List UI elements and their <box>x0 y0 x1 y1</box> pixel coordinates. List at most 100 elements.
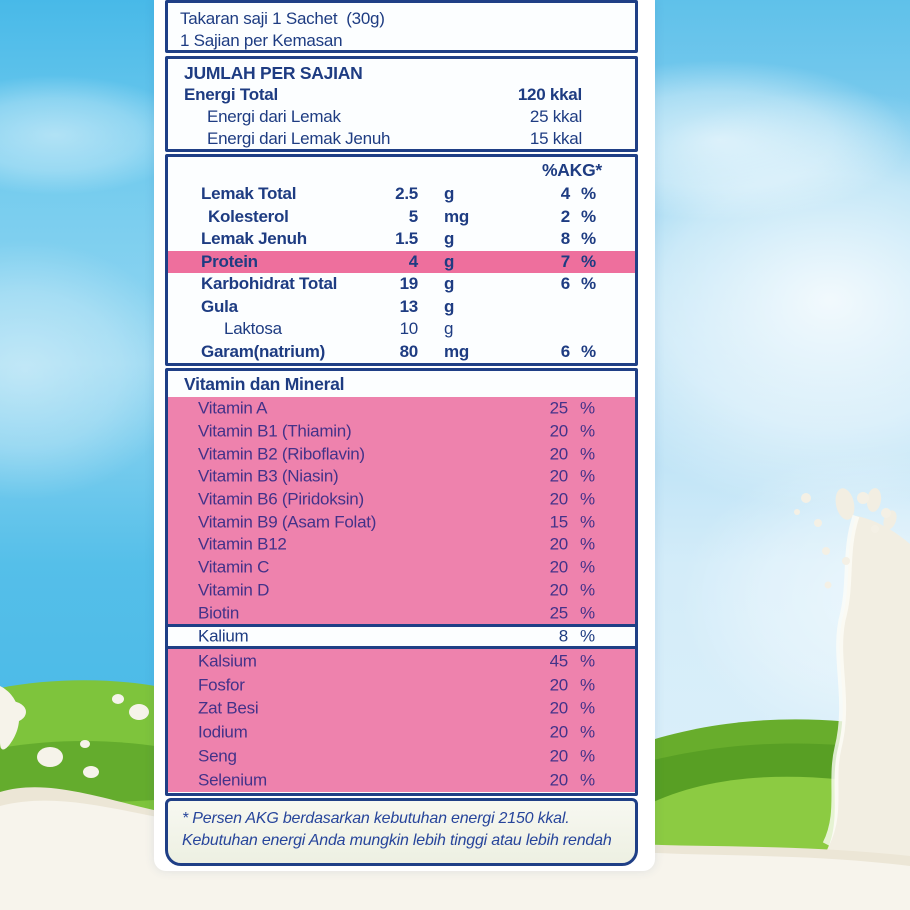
percent-sign: % <box>580 557 595 577</box>
vitamin-mineral-row: Vitamin D 20% <box>168 579 635 602</box>
vitamin-mineral-row: Selenium 20% <box>168 768 635 792</box>
akg-column-header: %AKG* <box>541 160 602 180</box>
amount-per-serving-header: JUMLAH PER SAJIAN <box>184 63 363 83</box>
nutrition-panel: Takaran saji 1 Sachet (30g) 1 Sajian per… <box>154 0 655 871</box>
percent-sign: % <box>581 229 596 248</box>
vitamin-mineral-row: Kalsium 45% <box>168 649 635 673</box>
percent-sign: % <box>581 274 596 293</box>
vm-label: Vitamin B9 (Asam Folat) <box>198 512 377 532</box>
energy-label: Energi dari Lemak Jenuh <box>207 129 391 148</box>
vm-value: 20 <box>549 444 569 464</box>
nutrient-amount: 2.5 <box>395 184 418 203</box>
nutrient-label: Lemak Jenuh <box>201 229 307 248</box>
nutrient-unit: mg <box>444 341 469 361</box>
macronutrients-box: %AKG* Lemak Total 2.5 g 4% Kolesterol 5 mg 2% Le… <box>165 154 638 366</box>
milk-droplets <box>794 492 891 589</box>
percent-sign: % <box>580 580 595 600</box>
nutrient-label: Garam(natrium) <box>201 341 326 361</box>
vm-label: Zat Besi <box>198 698 259 718</box>
nutrient-akg-value: 2 <box>560 206 570 226</box>
divider-rule <box>168 646 635 649</box>
nutrient-amount: 5 <box>408 206 418 226</box>
percent-sign: % <box>581 341 596 361</box>
vm-label: Kalsium <box>198 651 257 671</box>
energy-value: 15 kkal <box>529 129 582 148</box>
nutrient-row: Protein 4 g 7% <box>168 250 635 273</box>
nutrient-label: Lemak Total <box>201 184 297 203</box>
nutrient-unit: g <box>444 229 455 248</box>
nutrient-akg-value: 7 <box>560 251 570 271</box>
vitamin-mineral-row: Iodium 20% <box>168 720 635 744</box>
vm-label: Selenium <box>198 770 267 790</box>
mineral-rows-block: Kalsium 45% Fosfor 20% Zat Besi 20% Iodium 20% S… <box>168 649 635 792</box>
energy-row: Energi dari Lemak 25 kkal <box>168 106 635 128</box>
percent-sign: % <box>580 512 595 532</box>
serving-size-line: Takaran saji 1 Sachet (30g) <box>180 9 385 28</box>
percent-sign: % <box>581 184 596 203</box>
vm-value: 20 <box>549 722 569 742</box>
vm-label: Biotin <box>198 603 240 623</box>
nutrient-row: Karbohidrat Total 19 g 6% <box>168 273 635 296</box>
nutrient-akg-value: 6 <box>560 341 570 361</box>
divider-rule <box>168 624 635 627</box>
nutrient-unit: g <box>444 274 455 293</box>
vm-value: 20 <box>549 675 569 695</box>
percent-sign: % <box>580 421 595 441</box>
vitamin-mineral-row: Kalium 8% <box>168 626 635 646</box>
nutrient-unit: g <box>444 184 455 203</box>
nutrient-unit: g <box>444 296 455 316</box>
vm-value: 20 <box>549 746 569 766</box>
energy-box: JUMLAH PER SAJIAN Energi Total 120 kkal En… <box>165 56 638 152</box>
footnote-line: Kebutuhan energi Anda mungkin lebih ting… <box>182 832 612 849</box>
nutrient-amount: 1.5 <box>395 229 418 248</box>
vitamins-minerals-header: Vitamin dan Mineral <box>184 374 345 394</box>
vm-value: 25 <box>549 603 569 623</box>
cloud <box>0 240 185 500</box>
vm-label: Iodium <box>198 722 248 742</box>
nutrient-amount: 19 <box>399 274 419 293</box>
energy-row: Energi dari Lemak Jenuh 15 kkal <box>168 128 635 150</box>
vitamin-mineral-row: Vitamin B1 (Thiamin) 20% <box>168 420 635 443</box>
vitamin-mineral-row: Seng 20% <box>168 744 635 768</box>
vitamin-mineral-row: Fosfor 20% <box>168 673 635 697</box>
vitamins-minerals-box: Vitamin dan Mineral Vitamin A 25% Vitamin … <box>165 368 638 796</box>
percent-sign: % <box>580 603 595 623</box>
percent-sign: % <box>581 251 596 271</box>
vm-label: Kalium <box>198 626 249 646</box>
vitamin-mineral-row: Biotin 25% <box>168 601 635 624</box>
vm-value: 20 <box>549 489 569 509</box>
vm-label: Vitamin B6 (Piridoksin) <box>198 489 364 509</box>
vitamin-mineral-row: Vitamin A 25% <box>168 397 635 420</box>
nutrient-row: Garam(natrium) 80 mg 6% <box>168 341 635 364</box>
vm-value: 20 <box>549 421 569 441</box>
nutrient-amount: 80 <box>399 341 419 361</box>
nutrient-akg-value: 6 <box>560 274 570 293</box>
vm-value: 20 <box>549 698 569 718</box>
vm-value: 15 <box>549 512 569 532</box>
percent-sign: % <box>580 698 595 718</box>
nutrient-row: Kolesterol 5 mg 2% <box>168 206 635 229</box>
vm-label: Vitamin B12 <box>198 534 287 554</box>
kalium-row: Kalium 8% <box>168 626 635 646</box>
vitamin-rows-block: Vitamin A 25% Vitamin B1 (Thiamin) 20% Vitam… <box>168 397 635 624</box>
vitamin-mineral-row: Vitamin C 20% <box>168 556 635 579</box>
vm-value: 8 <box>558 626 568 646</box>
energy-row: Energi Total 120 kkal <box>168 84 635 106</box>
vm-label: Vitamin C <box>198 557 270 577</box>
percent-sign: % <box>580 466 595 486</box>
vitamin-mineral-row: Vitamin B2 (Riboflavin) 20% <box>168 442 635 465</box>
percent-sign: % <box>580 651 595 671</box>
nutrient-label: Protein <box>201 251 258 271</box>
vm-value: 20 <box>549 770 569 790</box>
nutrient-unit: g <box>444 251 455 271</box>
nutrient-row: Laktosa 10 g <box>168 318 635 341</box>
nutrient-row: Gula 13 g <box>168 296 635 319</box>
energy-value: 120 kkal <box>517 85 582 104</box>
nutrient-label: Kolesterol <box>208 206 289 226</box>
footnote-line: * Persen AKG berdasarkan kebutuhan energ… <box>182 810 570 827</box>
vitamin-mineral-row: Vitamin B3 (Niasin) 20% <box>168 465 635 488</box>
percent-sign: % <box>580 444 595 464</box>
milk-drops-left <box>0 686 149 778</box>
vitamin-mineral-row: Zat Besi 20% <box>168 697 635 721</box>
